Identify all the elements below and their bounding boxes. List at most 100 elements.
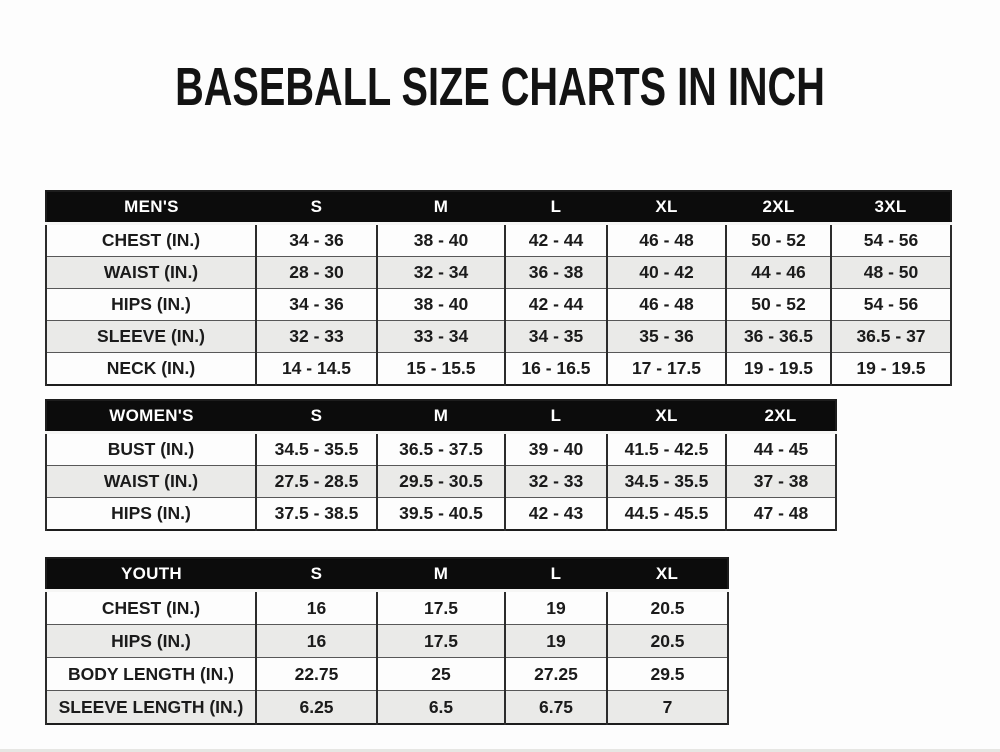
size-value-cell: 25 (376, 657, 506, 691)
size-column-header: L (505, 191, 607, 225)
size-value-cell: 34 - 35 (504, 320, 608, 353)
size-value-cell: 54 - 56 (830, 288, 952, 321)
size-value-cell: 19 (504, 590, 608, 625)
size-value-cell: 36 - 36.5 (725, 320, 832, 353)
size-value-cell: 46 - 48 (606, 288, 727, 321)
size-value-cell: 6.75 (504, 690, 608, 725)
size-value-cell: 48 - 50 (830, 256, 952, 289)
header-row: YOUTH S M L XL (46, 558, 728, 592)
row-label-cell: BUST (IN.) (45, 432, 257, 466)
size-column-header: L (505, 400, 607, 434)
youth-size-table: YOUTH S M L XL CHEST (IN.) 16 17.5 19 20.5 HIPS (I… (45, 557, 729, 725)
size-value-cell: 37 - 38 (725, 465, 837, 498)
size-row: HIPS (IN.) 37.5 - 38.5 39.5 - 40.5 42 - 43 4… (45, 497, 837, 531)
size-value-cell: 6.25 (255, 690, 378, 725)
womens-size-table: WOMEN'S S M L XL 2XL BUST (IN.) 34.5 - 35.5 36.5… (45, 399, 837, 531)
size-value-cell: 22.75 (255, 657, 378, 691)
size-value-cell: 34 - 36 (255, 288, 378, 321)
size-value-cell: 32 - 34 (376, 256, 506, 289)
row-label-cell: SLEEVE LENGTH (IN.) (45, 690, 257, 725)
size-value-cell: 36 - 38 (504, 256, 608, 289)
size-value-cell: 42 - 43 (504, 497, 608, 531)
size-value-cell: 38 - 40 (376, 223, 506, 257)
size-column-header: 2XL (726, 191, 831, 225)
row-label-cell: HIPS (IN.) (45, 288, 257, 321)
size-value-cell: 7 (606, 690, 729, 725)
size-value-cell: 14 - 14.5 (255, 352, 378, 386)
mens-size-table: MEN'S S M L XL 2XL 3XL CHEST (IN.) 34 - 36 38 - 4… (45, 190, 952, 386)
size-row: NECK (IN.) 14 - 14.5 15 - 15.5 16 - 16.5 17 … (45, 352, 952, 386)
size-column-header: S (256, 191, 377, 225)
size-column-header: M (377, 558, 505, 592)
size-value-cell: 40 - 42 (606, 256, 727, 289)
size-column-header: S (256, 558, 377, 592)
size-value-cell: 42 - 44 (504, 288, 608, 321)
size-value-cell: 46 - 48 (606, 223, 727, 257)
size-value-cell: 28 - 30 (255, 256, 378, 289)
size-value-cell: 44 - 46 (725, 256, 832, 289)
size-value-cell: 20.5 (606, 590, 729, 625)
header-row: WOMEN'S S M L XL 2XL (46, 400, 836, 434)
size-value-cell: 39.5 - 40.5 (376, 497, 506, 531)
row-label-cell: HIPS (IN.) (45, 624, 257, 658)
size-value-cell: 16 (255, 624, 378, 658)
size-row: CHEST (IN.) 34 - 36 38 - 40 42 - 44 46 - 48 5… (45, 223, 952, 257)
row-label-cell: BODY LENGTH (IN.) (45, 657, 257, 691)
size-value-cell: 19 - 19.5 (830, 352, 952, 386)
row-label-cell: WAIST (IN.) (45, 465, 257, 498)
size-row: SLEEVE LENGTH (IN.) 6.25 6.5 6.75 7 (45, 690, 729, 725)
row-label-cell: HIPS (IN.) (45, 497, 257, 531)
size-value-cell: 16 - 16.5 (504, 352, 608, 386)
table-title-cell: MEN'S (46, 191, 256, 225)
size-value-cell: 20.5 (606, 624, 729, 658)
header-row: MEN'S S M L XL 2XL 3XL (46, 191, 951, 225)
size-value-cell: 38 - 40 (376, 288, 506, 321)
size-row: HIPS (IN.) 16 17.5 19 20.5 (45, 624, 729, 658)
table-title-cell: WOMEN'S (46, 400, 256, 434)
size-value-cell: 34.5 - 35.5 (606, 465, 727, 498)
size-value-cell: 29.5 - 30.5 (376, 465, 506, 498)
size-value-cell: 17 - 17.5 (606, 352, 727, 386)
size-value-cell: 6.5 (376, 690, 506, 725)
size-value-cell: 29.5 (606, 657, 729, 691)
size-value-cell: 17.5 (376, 590, 506, 625)
row-label-cell: WAIST (IN.) (45, 256, 257, 289)
row-label-cell: NECK (IN.) (45, 352, 257, 386)
size-value-cell: 36.5 - 37.5 (376, 432, 506, 466)
size-value-cell: 34 - 36 (255, 223, 378, 257)
size-row: WAIST (IN.) 27.5 - 28.5 29.5 - 30.5 32 - 33… (45, 465, 837, 498)
row-label-cell: SLEEVE (IN.) (45, 320, 257, 353)
size-row: HIPS (IN.) 34 - 36 38 - 40 42 - 44 46 - 48 50… (45, 288, 952, 321)
size-value-cell: 32 - 33 (255, 320, 378, 353)
size-value-cell: 44 - 45 (725, 432, 837, 466)
size-row: BUST (IN.) 34.5 - 35.5 36.5 - 37.5 39 - 40 4… (45, 432, 837, 466)
size-value-cell: 17.5 (376, 624, 506, 658)
size-value-cell: 15 - 15.5 (376, 352, 506, 386)
size-value-cell: 39 - 40 (504, 432, 608, 466)
size-value-cell: 19 - 19.5 (725, 352, 832, 386)
row-label-cell: CHEST (IN.) (45, 223, 257, 257)
size-value-cell: 50 - 52 (725, 288, 832, 321)
size-column-header: M (377, 191, 505, 225)
table-title-cell: YOUTH (46, 558, 256, 592)
size-column-header: L (505, 558, 607, 592)
size-column-header: XL (607, 400, 726, 434)
size-value-cell: 41.5 - 42.5 (606, 432, 727, 466)
size-value-cell: 44.5 - 45.5 (606, 497, 727, 531)
size-row: SLEEVE (IN.) 32 - 33 33 - 34 34 - 35 35 - 36… (45, 320, 952, 353)
size-value-cell: 35 - 36 (606, 320, 727, 353)
size-value-cell: 33 - 34 (376, 320, 506, 353)
size-value-cell: 19 (504, 624, 608, 658)
size-value-cell: 34.5 - 35.5 (255, 432, 378, 466)
size-value-cell: 47 - 48 (725, 497, 837, 531)
size-value-cell: 27.25 (504, 657, 608, 691)
size-column-header: 2XL (726, 400, 836, 434)
size-value-cell: 42 - 44 (504, 223, 608, 257)
size-value-cell: 16 (255, 590, 378, 625)
size-value-cell: 27.5 - 28.5 (255, 465, 378, 498)
size-value-cell: 36.5 - 37 (830, 320, 952, 353)
page-title: BASEBALL SIZE CHARTS IN INCH (175, 57, 825, 117)
size-column-header: XL (607, 558, 728, 592)
size-column-header: 3XL (831, 191, 951, 225)
